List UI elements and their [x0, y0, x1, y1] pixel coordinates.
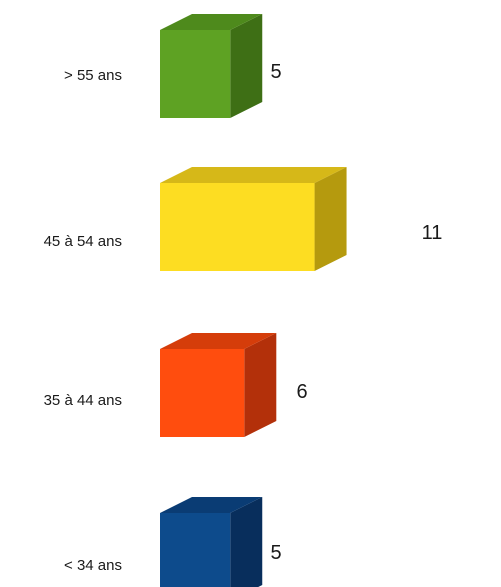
bar-top-3: [160, 497, 263, 513]
bar-front-1: [160, 183, 315, 271]
value-label-1: 11: [422, 222, 443, 244]
value-label-3: 5: [270, 542, 281, 564]
bar-side-2: [244, 333, 277, 437]
bar-side-1: [314, 167, 347, 271]
bar-front-2: [160, 349, 245, 437]
bar-side-3: [230, 497, 263, 587]
bar-front-3: [160, 513, 231, 587]
category-label-0: > 55 ans: [64, 67, 122, 84]
bar-front-0: [160, 30, 231, 118]
bar-top-1: [160, 167, 347, 183]
category-label-2: 35 à 44 ans: [44, 392, 122, 409]
bar-top-0: [160, 14, 263, 30]
bars-group: [160, 14, 347, 587]
bar-top-2: [160, 333, 277, 349]
category-label-1: 45 à 54 ans: [44, 233, 122, 250]
bar-side-0: [230, 14, 263, 118]
category-label-3: < 34 ans: [64, 557, 122, 574]
value-label-2: 6: [296, 381, 307, 403]
value-label-0: 5: [270, 61, 281, 83]
